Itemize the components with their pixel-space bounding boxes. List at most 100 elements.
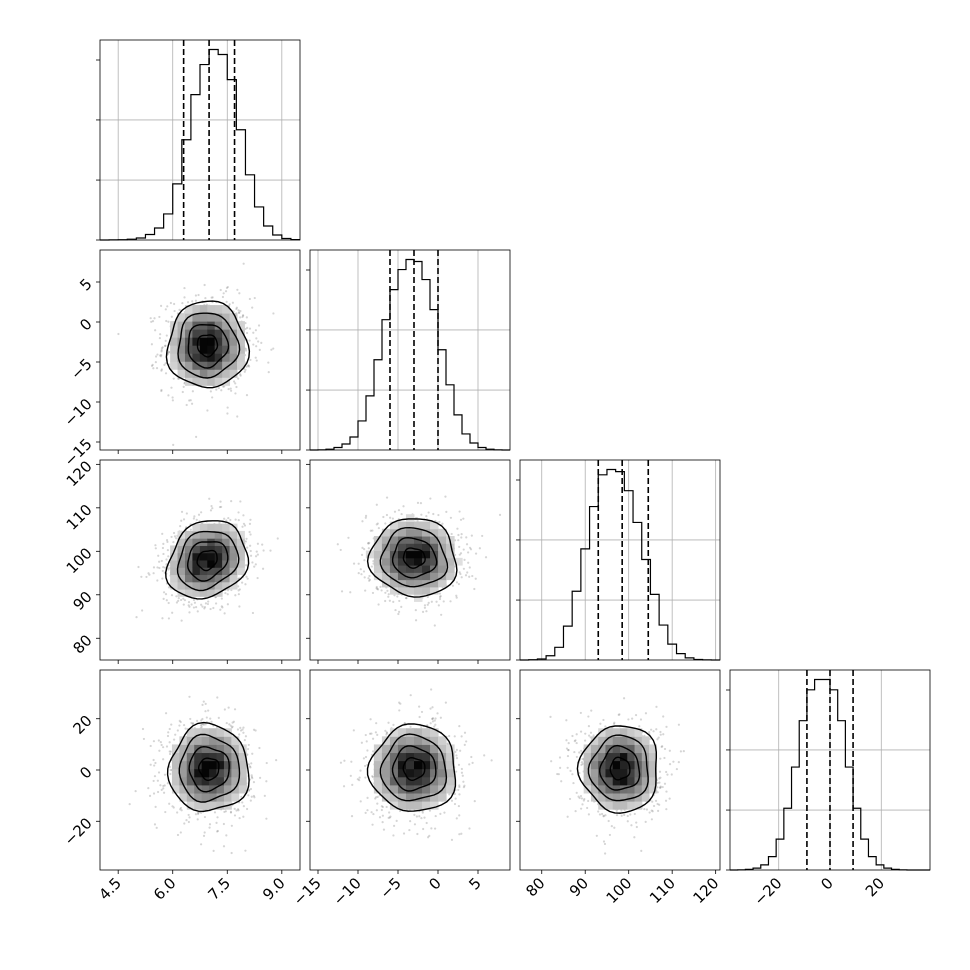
sample-point — [216, 696, 219, 699]
sample-point — [210, 504, 213, 508]
sample-point — [200, 811, 203, 814]
density-cell — [405, 557, 415, 566]
sample-point — [248, 365, 251, 368]
sample-point — [223, 517, 226, 520]
sample-point — [375, 585, 378, 589]
sample-point — [162, 746, 165, 749]
sample-point — [253, 796, 256, 799]
density-cell — [184, 589, 193, 597]
sample-point — [386, 589, 389, 592]
density-cell — [438, 550, 447, 559]
sample-point — [416, 501, 420, 504]
sample-point — [226, 285, 229, 289]
density-cell — [177, 337, 186, 346]
sample-point — [162, 784, 165, 788]
sample-point — [158, 566, 161, 570]
sample-point — [245, 316, 248, 319]
sample-point — [244, 347, 247, 351]
sample-point — [249, 358, 252, 362]
sample-point — [178, 724, 181, 727]
sample-point — [222, 845, 226, 848]
density-cell — [236, 567, 245, 576]
sample-point — [150, 364, 154, 367]
sample-point — [433, 725, 436, 728]
sample-point — [168, 741, 171, 744]
density-cell — [192, 329, 201, 338]
sample-point — [467, 561, 470, 564]
sample-point — [364, 733, 367, 737]
density-cell — [214, 353, 223, 362]
sample-point — [254, 555, 258, 558]
sample-point — [232, 380, 236, 383]
sample-point — [371, 775, 375, 779]
density-cell — [214, 313, 223, 322]
density-cell — [229, 560, 238, 568]
sample-point — [463, 731, 467, 734]
sample-point — [154, 329, 157, 332]
density-cell — [373, 550, 383, 559]
density-cell — [184, 545, 193, 554]
sample-point — [248, 297, 251, 301]
sample-point — [209, 390, 212, 393]
sample-point — [224, 591, 227, 595]
density-cell — [199, 345, 208, 354]
density-cell — [405, 536, 415, 544]
sample-point — [161, 532, 164, 535]
density-cell — [209, 752, 218, 762]
density-cell — [236, 560, 245, 568]
sample-point — [161, 346, 164, 349]
sample-point — [473, 587, 476, 591]
sample-point — [237, 585, 240, 588]
sample-point — [166, 734, 170, 738]
sample-point — [142, 737, 146, 741]
sample-point — [460, 767, 463, 771]
sample-point — [141, 609, 144, 612]
sample-point — [398, 701, 401, 704]
sample-point — [241, 314, 245, 318]
sample-point — [388, 811, 391, 814]
sample-point — [455, 594, 458, 597]
sample-point — [425, 610, 428, 613]
density-cell — [381, 768, 391, 778]
sample-point — [385, 731, 388, 734]
sample-point — [455, 596, 458, 599]
sample-point — [152, 740, 156, 743]
sample-point — [155, 367, 159, 370]
sample-point — [474, 552, 478, 555]
sample-point — [439, 595, 442, 598]
sample-point — [154, 547, 157, 550]
density-cell — [179, 760, 188, 770]
sample-point — [242, 731, 245, 734]
sample-point — [164, 593, 168, 596]
sample-point — [429, 497, 432, 500]
sample-point — [244, 583, 247, 586]
sample-point — [162, 542, 165, 546]
sample-point — [152, 779, 155, 783]
density-cell — [373, 784, 383, 794]
sample-point — [226, 593, 229, 596]
sample-point — [385, 732, 389, 735]
density-cell — [229, 337, 238, 346]
density-cell — [373, 565, 383, 573]
sample-point — [261, 543, 264, 546]
sample-point — [464, 574, 468, 577]
sample-point — [468, 763, 471, 766]
density-cell — [422, 557, 431, 566]
sample-point — [339, 548, 342, 552]
sample-point — [363, 576, 366, 579]
density-cell — [207, 581, 216, 590]
sample-point — [154, 805, 157, 808]
sample-point — [369, 718, 372, 721]
sample-point — [409, 694, 412, 697]
sample-point — [376, 802, 379, 805]
density-cell — [222, 353, 231, 362]
density-cell — [207, 353, 216, 362]
sample-point — [265, 780, 268, 783]
sample-point — [167, 617, 170, 620]
sample-point — [237, 377, 240, 380]
sample-point — [231, 725, 234, 728]
density-cell — [170, 552, 179, 561]
sample-point — [158, 337, 161, 340]
sample-point — [189, 528, 192, 531]
pair-frame — [309, 459, 511, 661]
